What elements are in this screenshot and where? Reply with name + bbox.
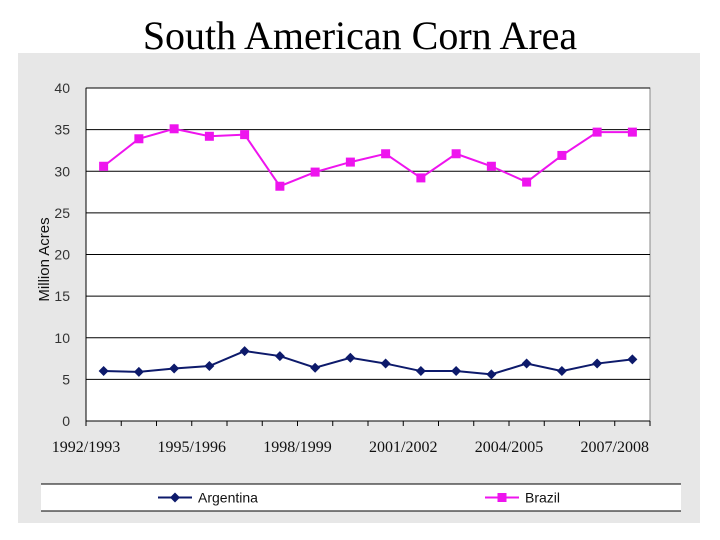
y-tick-label: 30 [54,163,70,179]
chart-frame: 0 5 10 15 20 25 30 35 40 1992/1993 1995/1996 1998/1… [18,53,700,523]
data-point-brazil [486,161,496,171]
data-point-argentina [592,358,603,369]
data-point-argentina [98,366,109,377]
data-point-argentina [521,358,532,369]
x-tick-label: 1992/1993 [52,439,120,456]
data-point-argentina [274,351,285,362]
data-point-argentina [415,366,426,377]
data-point-brazil [345,157,355,167]
y-tick-label: 10 [54,330,70,346]
y-tick-label: 0 [62,413,70,429]
y-tick-label: 20 [54,247,70,263]
legend-label-brazil: Brazil [525,490,560,506]
data-point-brazil [451,149,461,159]
data-point-brazil [134,134,144,144]
data-point-brazil [522,177,532,187]
data-point-argentina [345,352,356,363]
x-tick-label: 1998/1999 [263,439,331,456]
data-point-brazil [169,124,179,134]
y-tick-label: 40 [54,80,70,96]
data-point-brazil [275,181,285,191]
data-point-brazil [592,127,602,137]
data-point-argentina [556,366,567,377]
data-point-argentina [133,366,144,377]
data-point-argentina [310,362,321,373]
y-tick-label: 5 [62,371,70,387]
x-tick-label: 2001/2002 [369,439,437,456]
y-tick-label: 15 [54,288,70,304]
slide-title: South American Corn Area [142,13,578,58]
x-tick-label: 2007/2008 [581,439,649,456]
data-point-brazil [627,127,637,137]
data-point-argentina [239,346,250,357]
data-point-brazil [381,149,391,159]
y-tick-label: 25 [54,205,70,221]
legend-label-argentina: Argentina [198,490,258,506]
legend-marker-argentina [170,492,180,503]
line-chart: 0 5 10 15 20 25 30 35 40 1992/1993 1995/1996 1998/1… [36,80,681,512]
legend-box [41,484,681,511]
legend-marker-brazil [497,493,507,502]
data-point-argentina [486,369,497,380]
y-axis-title: Million Acres [36,217,53,301]
series-line-brazil [103,127,633,188]
data-point-brazil [416,173,426,183]
data-point-brazil [557,150,567,160]
series-line-argentina [103,350,633,376]
data-point-brazil [99,161,109,171]
data-point-argentina [380,358,391,369]
data-point-brazil [204,131,214,141]
data-point-brazil [240,130,250,140]
data-point-argentina [627,354,638,365]
data-point-brazil [310,167,320,177]
y-tick-label: 35 [54,122,70,138]
x-tick-label: 2004/2005 [475,439,543,456]
data-point-argentina [204,361,215,372]
data-point-argentina [451,366,462,377]
data-point-argentina [169,363,180,374]
x-tick-label: 1995/1996 [158,439,226,456]
